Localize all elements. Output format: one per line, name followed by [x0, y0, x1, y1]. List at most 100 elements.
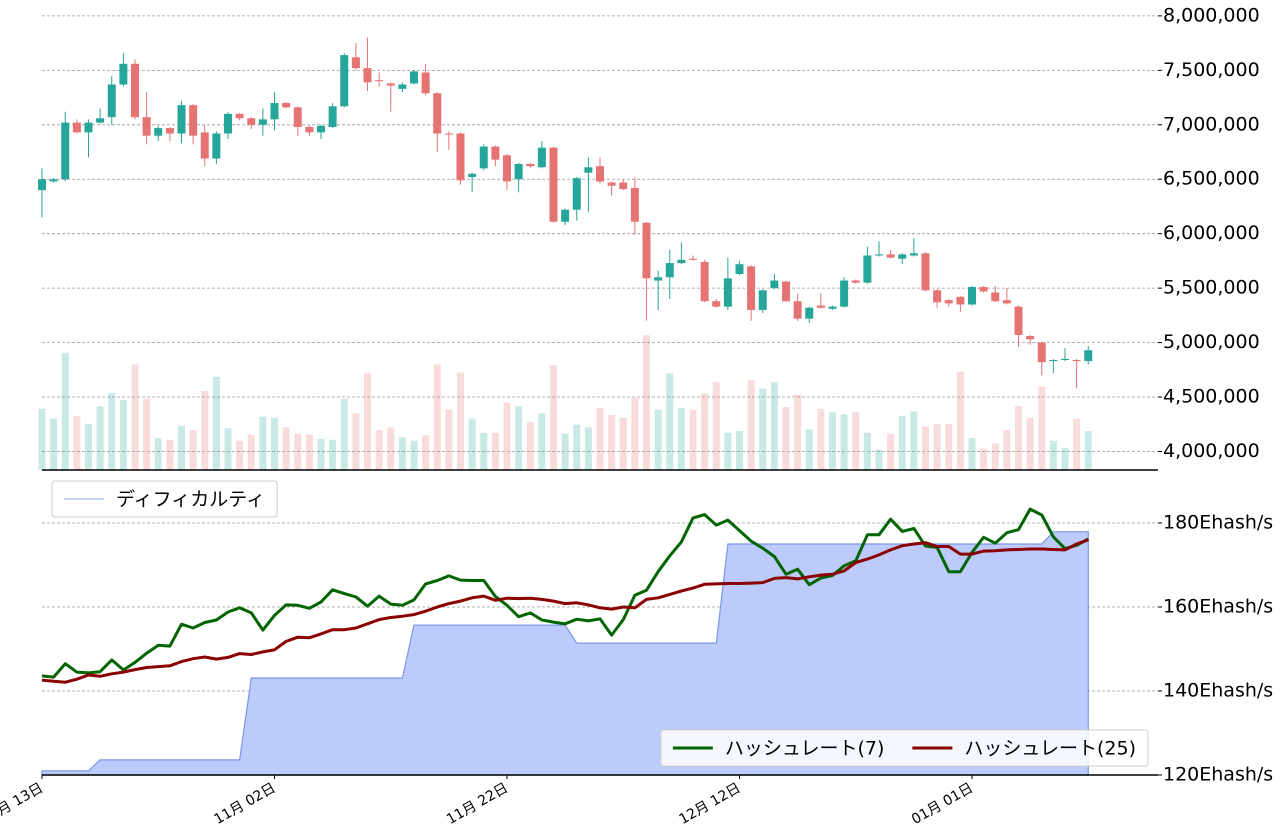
volume-bar: [422, 435, 430, 470]
volume-bar: [178, 425, 185, 470]
volume-bar: [689, 409, 697, 470]
volume-bar: [294, 433, 302, 470]
volume-bar: [933, 423, 941, 470]
x-tick-label: 10月 13日: [0, 780, 46, 828]
candle-body: [816, 305, 825, 308]
volume-bar: [829, 412, 836, 470]
volume-bar: [643, 335, 650, 470]
volume-bar: [85, 423, 92, 470]
candle-body: [630, 187, 639, 222]
volume-bar: [491, 432, 499, 470]
volume-bar: [387, 427, 395, 470]
candle-body: [851, 280, 860, 283]
candle-body: [456, 133, 465, 181]
candle-body: [968, 287, 976, 305]
candle-body: [189, 105, 198, 136]
volume-bar: [457, 372, 464, 470]
candle-body: [119, 63, 128, 85]
volume-layer: [38, 335, 1092, 470]
volume-bar: [73, 415, 81, 470]
volume-bar: [398, 437, 406, 470]
candle-body: [596, 166, 604, 182]
volume-bar: [561, 433, 569, 470]
candle-body: [479, 146, 488, 169]
legend-box: [660, 729, 1149, 767]
volume-bar: [805, 429, 813, 470]
volume-bar: [887, 433, 895, 470]
candle-body: [735, 264, 744, 274]
candle-body: [619, 182, 628, 190]
volume-bar: [968, 438, 976, 470]
volume-bar: [1015, 406, 1022, 470]
volume-bar: [1061, 447, 1069, 470]
volume-bar: [794, 394, 802, 470]
y-tick-label: 4,500,000: [1163, 386, 1260, 408]
candle-body: [305, 126, 314, 133]
y-tick-label: 5,500,000: [1163, 277, 1260, 299]
candle-body: [258, 119, 267, 125]
candle-body: [1002, 300, 1011, 304]
volume-bar: [282, 427, 290, 470]
legend-label: ハッシュレート(25): [964, 738, 1136, 760]
candle-body: [165, 128, 174, 134]
volume-bar: [61, 352, 69, 470]
candle-body: [84, 122, 93, 133]
volume-bar: [131, 364, 139, 470]
candle-body: [317, 125, 325, 133]
y-tick-label: 5,000,000: [1163, 331, 1260, 353]
volume-bar: [503, 402, 511, 470]
volume-bar: [480, 432, 488, 470]
candle-body: [491, 146, 500, 160]
candle-body: [991, 292, 1000, 302]
x-tick-label: 12月 12日: [677, 780, 744, 828]
candle-body: [293, 107, 302, 127]
volume-bar: [759, 388, 767, 470]
volume-bar: [375, 430, 383, 470]
candle-body: [340, 55, 349, 107]
volume-bar: [317, 438, 325, 470]
candle-body: [607, 182, 616, 186]
candle-body: [944, 300, 953, 304]
volume-bar: [468, 418, 476, 470]
candle-body: [154, 128, 163, 136]
volume-bar: [573, 424, 581, 470]
candle-body: [700, 262, 709, 302]
candle-body: [712, 301, 721, 307]
candle-body: [247, 118, 256, 125]
candle-body: [131, 63, 139, 118]
candle-body: [584, 167, 593, 173]
volume-bar: [212, 376, 220, 470]
candle-body: [828, 306, 837, 309]
volume-bar: [770, 382, 778, 470]
volume-bar: [840, 414, 848, 470]
candle-body: [677, 259, 686, 264]
volume-bar: [875, 449, 883, 470]
candle-body: [782, 281, 790, 302]
x-tick-label: 01月 01日: [909, 780, 976, 828]
candle-body: [468, 173, 477, 178]
volume-bar: [736, 430, 743, 470]
volume-bar: [817, 408, 825, 470]
volume-bar: [445, 409, 453, 470]
volume-bar: [677, 407, 685, 470]
volume-bar: [526, 422, 534, 470]
candle-body: [1049, 360, 1058, 362]
x-tick-label: 11月 02日: [212, 780, 279, 828]
legend: ハッシュレート(7) ハッシュレート(25): [660, 729, 1149, 767]
candle-body: [909, 253, 918, 256]
volume-bar: [956, 371, 964, 470]
volume-bar: [38, 408, 46, 470]
y-tick-label: 120Ehash/s: [1163, 764, 1273, 786]
volume-bar: [608, 414, 616, 470]
volume-bar: [1003, 430, 1011, 470]
y-tick-label: 160Ehash/s: [1163, 596, 1273, 618]
volume-bar: [352, 413, 360, 470]
volume-bar: [1026, 417, 1034, 470]
candle-body: [526, 163, 535, 167]
candle-body: [805, 307, 814, 319]
candle-body: [933, 290, 942, 303]
candle-body: [177, 105, 186, 134]
candle-body: [200, 132, 209, 159]
volume-bar: [898, 415, 906, 470]
